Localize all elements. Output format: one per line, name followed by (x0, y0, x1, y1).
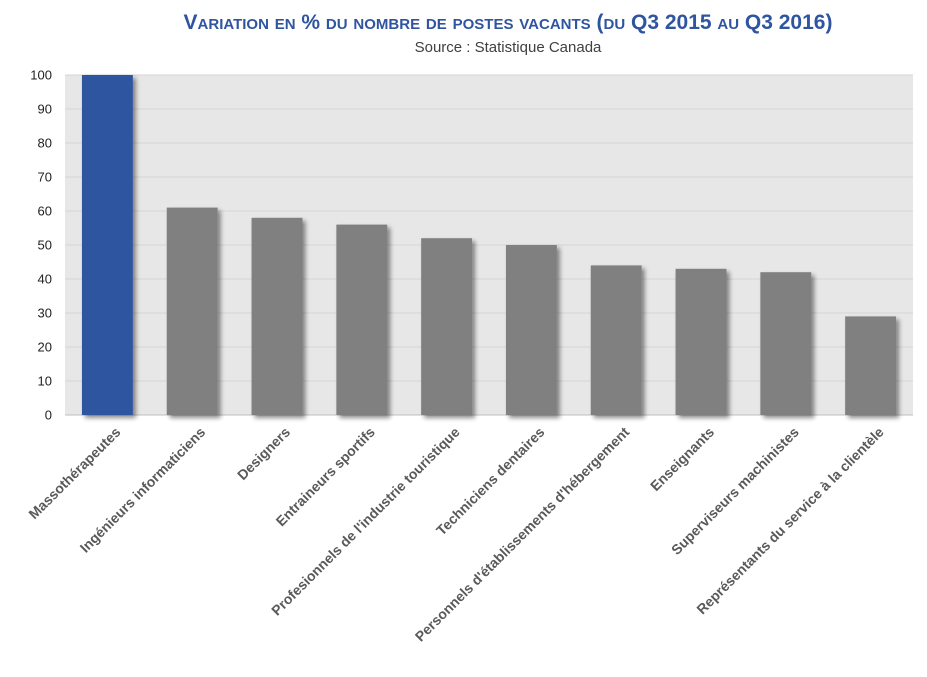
y-tick-label: 50 (38, 238, 52, 253)
x-category-label: Massothérapeutes (25, 424, 123, 522)
bar (590, 265, 642, 415)
y-tick-label: 100 (30, 68, 52, 83)
bar (166, 207, 218, 415)
bar (760, 272, 812, 415)
bar (251, 217, 303, 415)
y-tick-label: 90 (38, 102, 52, 117)
bars (81, 75, 897, 415)
chart-title: Variation en % du nombre de postes vacan… (184, 11, 833, 34)
bar (81, 75, 133, 415)
y-tick-label: 0 (45, 408, 52, 423)
bar (845, 316, 897, 415)
y-tick-label: 60 (38, 204, 52, 219)
x-category-label: Profesionnels de l'industrie touristique (268, 424, 463, 619)
x-category-label: Enseignants (647, 424, 717, 494)
y-axis-ticks: 0 10 20 30 40 50 60 70 80 90 100 (30, 68, 52, 423)
bar (421, 238, 473, 415)
y-tick-label: 10 (38, 374, 52, 389)
y-tick-label: 80 (38, 136, 52, 151)
bar (505, 245, 557, 415)
x-category-label: Designers (234, 424, 293, 483)
chart-subtitle: Source : Statistique Canada (415, 39, 602, 56)
y-tick-label: 20 (38, 340, 52, 355)
x-category-label: Représentants du service à la clientèle (693, 424, 887, 618)
y-tick-label: 30 (38, 306, 52, 321)
bar (675, 268, 727, 415)
bar (336, 224, 388, 415)
y-tick-label: 40 (38, 272, 52, 287)
y-tick-label: 70 (38, 170, 52, 185)
